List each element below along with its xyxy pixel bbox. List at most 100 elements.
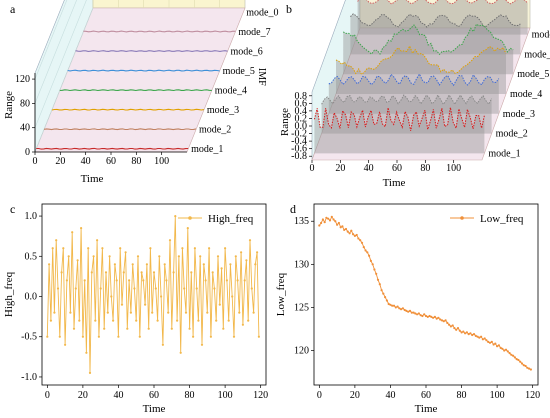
grid-line: [34, 0, 68, 80]
data-point: [190, 271, 193, 274]
data-points: [46, 215, 260, 374]
x-tick-label: 60: [421, 390, 431, 401]
y-tick-label: 0.5: [25, 251, 38, 262]
data-point: [119, 247, 122, 250]
data-point: [410, 311, 413, 314]
data-point: [183, 287, 186, 290]
x-tick-label: 100: [446, 163, 461, 174]
data-point: [179, 351, 182, 354]
data-point: [428, 314, 431, 318]
data-point: [487, 340, 490, 343]
data-point: [485, 339, 488, 342]
x-axis-title: Time: [143, 403, 166, 415]
x-tick-label: 80: [185, 390, 195, 401]
data-point: [426, 315, 429, 318]
x-tick-label: 0: [310, 163, 315, 174]
y-tick-label: 1.0: [25, 211, 38, 222]
legend-label: Low_freq: [480, 213, 524, 225]
legend-marker: [460, 216, 464, 220]
data-point: [481, 338, 484, 341]
data-point: [378, 283, 381, 286]
mode-curtain-mode-4: [336, 46, 506, 94]
data-point: [160, 295, 163, 298]
data-point: [56, 287, 60, 290]
imf-label-mode-1: mode_1: [488, 148, 520, 159]
y-tick-label: 40: [20, 123, 30, 134]
data-point: [508, 352, 511, 355]
data-point: [103, 327, 106, 330]
data-point: [197, 319, 200, 322]
data-point: [524, 364, 527, 368]
data-point: [58, 335, 61, 338]
data-point: [234, 255, 237, 258]
data-point: [373, 268, 376, 271]
data-point: [346, 230, 349, 233]
imf-label-mode-6: mode_6: [231, 46, 263, 57]
panel-label-a: a: [10, 2, 16, 16]
data-point: [225, 279, 228, 282]
data-point: [88, 371, 92, 374]
x-tick-label: 80: [420, 163, 430, 174]
y-axis-title: Low_freq: [275, 272, 287, 316]
data-point: [206, 311, 209, 314]
data-point: [48, 263, 51, 266]
data-point: [403, 308, 406, 312]
z-axis-title: IMF: [256, 68, 267, 86]
data-point: [400, 308, 403, 311]
data-point: [352, 233, 355, 236]
data-point: [455, 328, 458, 331]
data-point: [464, 332, 467, 335]
data-point: [449, 325, 452, 328]
data-point: [501, 347, 504, 350]
data-point: [432, 316, 435, 319]
data-point: [424, 314, 428, 318]
imf-label-mode-3: mode_3: [207, 105, 239, 116]
data-point: [208, 247, 211, 250]
imf-label-mode-4: mode_4: [510, 89, 542, 100]
x-tick-label: 40: [81, 156, 91, 167]
legend-label: High_freq: [208, 213, 254, 225]
data-point: [112, 319, 115, 322]
data-point: [213, 287, 216, 290]
data-point: [494, 342, 497, 345]
data-point: [176, 319, 179, 322]
data-point: [87, 247, 90, 250]
data-point: [90, 271, 93, 274]
data-point: [437, 316, 440, 319]
data-point: [156, 319, 159, 322]
data-point: [453, 327, 456, 330]
data-point: [158, 255, 161, 258]
x-tick-label: 0: [45, 390, 50, 401]
data-point: [122, 271, 125, 274]
data-point: [526, 366, 529, 369]
data-point: [336, 223, 339, 226]
data-point: [128, 279, 131, 282]
data-point: [224, 247, 227, 250]
x-tick-label: 120: [253, 390, 268, 401]
data-point: [161, 343, 164, 346]
y-axis-title: High_freq: [3, 271, 15, 317]
imf-label-mode-2: mode_2: [496, 129, 528, 140]
y-axis-title: Range: [3, 91, 15, 119]
data-point: [92, 255, 95, 258]
mode-curtain-mode-3: [328, 74, 499, 114]
mode-line-mode-1: [36, 147, 189, 150]
data-point: [492, 343, 495, 346]
data-point: [387, 302, 390, 306]
data-point: [465, 331, 468, 334]
x-tick-label: 40: [385, 390, 395, 401]
data-point: [140, 271, 143, 274]
mode-line-mode-6: [75, 50, 228, 52]
x-tick-label: 80: [457, 390, 467, 401]
data-point: [341, 225, 344, 228]
data-point: [192, 335, 195, 338]
data-point: [152, 271, 156, 274]
data-point: [510, 353, 513, 356]
data-point: [231, 295, 234, 298]
x-tick-label: 100: [218, 390, 233, 401]
grid-line: [34, 7, 94, 153]
data-point: [323, 221, 326, 224]
data-point: [65, 279, 68, 282]
data-point: [220, 267, 223, 270]
